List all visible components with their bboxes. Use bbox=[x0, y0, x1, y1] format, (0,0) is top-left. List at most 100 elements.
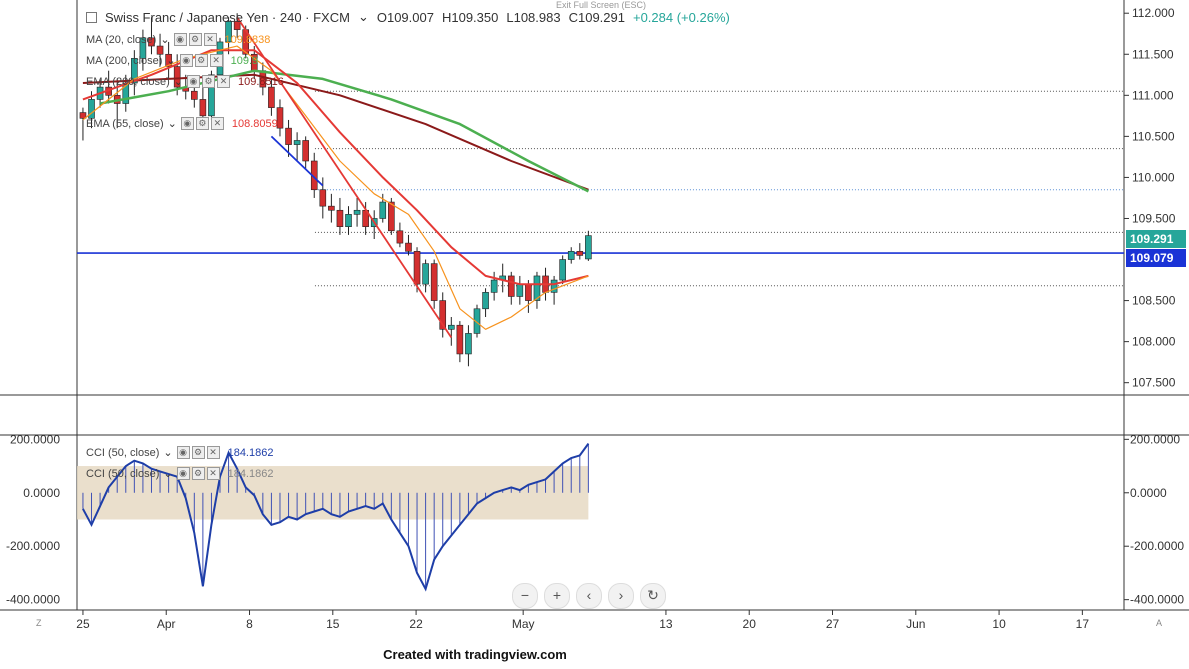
candle-body bbox=[353, 209, 361, 215]
legend-value: 109.8838 bbox=[224, 33, 271, 46]
candle-body bbox=[293, 140, 301, 145]
cci-legend-row[interactable]: CCI (50, close) ⌄ ◉ ⚙ ✕ 184.1862 bbox=[86, 442, 273, 463]
zoom-mode-toggle[interactable]: Z bbox=[36, 618, 42, 628]
candle-body bbox=[473, 308, 481, 334]
candle-body bbox=[550, 279, 558, 293]
chevron-down-icon[interactable]: ⌄ bbox=[173, 75, 183, 88]
legend-row-ma20[interactable]: MA (20, close) ⌄ ◉ ⚙ ✕ 109.8838 bbox=[86, 29, 284, 50]
cci-tick-label-left: -400.0000 bbox=[6, 593, 60, 607]
dropdown-chevron-icon[interactable]: ⌄ bbox=[357, 9, 369, 24]
candle-body bbox=[148, 37, 155, 47]
scroll-right-button[interactable]: › bbox=[608, 583, 634, 609]
trendline bbox=[236, 16, 453, 339]
candle-body bbox=[225, 21, 232, 43]
candle-body bbox=[165, 53, 172, 67]
gear-icon[interactable]: ⚙ bbox=[188, 33, 202, 46]
candle-body bbox=[79, 112, 87, 119]
reset-chart-button[interactable]: ↻ bbox=[640, 583, 666, 609]
gear-icon[interactable]: ⚙ bbox=[195, 117, 209, 130]
candle-body bbox=[173, 66, 181, 88]
scroll-left-button[interactable]: ‹ bbox=[576, 583, 602, 609]
legend-value: 184.1862 bbox=[227, 446, 274, 459]
price-tick-label: 107.500 bbox=[1132, 376, 1176, 390]
time-tick-label: 17 bbox=[1076, 617, 1090, 631]
gear-icon[interactable]: ⚙ bbox=[194, 54, 208, 67]
price-tick-label: 110.000 bbox=[1132, 170, 1175, 184]
close-icon[interactable]: ✕ bbox=[206, 467, 220, 480]
time-tick-label: 10 bbox=[992, 617, 1006, 631]
candle-body bbox=[268, 86, 275, 108]
time-tick-label: 25 bbox=[76, 617, 90, 631]
cci-tick-label: -400.0000 bbox=[1130, 593, 1184, 607]
chevron-down-icon[interactable]: ⌄ bbox=[166, 54, 176, 67]
symbol-label[interactable]: Swiss Franc / Japanese Yen · 240 · FXCM bbox=[105, 9, 350, 25]
legend-row-ma200[interactable]: MA (200, close) ⌄ ◉ ⚙ ✕ 109.9 bbox=[86, 50, 284, 71]
candle-body bbox=[302, 140, 309, 162]
candle-body bbox=[208, 74, 215, 117]
eye-icon[interactable]: ◉ bbox=[180, 117, 194, 130]
chevron-down-icon[interactable]: ⌄ bbox=[163, 467, 173, 480]
candle-body bbox=[405, 242, 412, 252]
cci-tick-label-left: -200.0000 bbox=[6, 539, 60, 553]
trendline bbox=[270, 135, 324, 187]
time-tick-label: 15 bbox=[326, 617, 340, 631]
price-tick-label: 110.500 bbox=[1132, 129, 1175, 143]
close-icon[interactable]: ✕ bbox=[209, 54, 223, 67]
legend-tools: ◉ ⚙ ✕ bbox=[179, 54, 223, 67]
eye-icon[interactable]: ◉ bbox=[176, 446, 190, 459]
close-icon[interactable]: ✕ bbox=[206, 446, 220, 459]
indicator-legend: MA (20, close) ⌄ ◉ ⚙ ✕ 109.8838 MA (200, c… bbox=[86, 29, 284, 134]
time-tick-label: Jun bbox=[906, 617, 925, 631]
legend-row-ema200[interactable]: EMA (200, close) ⌄ ◉ ⚙ ✕ 109.8516 bbox=[86, 71, 284, 92]
price-tick-label: 108.500 bbox=[1132, 294, 1176, 308]
exit-fullscreen-hint[interactable]: Exit Full Screen (ESC) bbox=[556, 0, 647, 10]
eye-icon[interactable]: ◉ bbox=[173, 33, 187, 46]
cci-legend-row[interactable]: CCI (50, close) ⌄ ◉ ⚙ ✕ 184.1862 bbox=[86, 463, 273, 484]
chevron-down-icon[interactable]: ⌄ bbox=[167, 117, 177, 130]
candle-body bbox=[233, 21, 241, 30]
gear-icon[interactable]: ⚙ bbox=[201, 75, 215, 88]
gear-icon[interactable]: ⚙ bbox=[191, 446, 205, 459]
candle-body bbox=[396, 230, 404, 244]
candle-body bbox=[516, 283, 524, 297]
legend-name: EMA (200, close) bbox=[86, 75, 170, 88]
candle-body bbox=[319, 189, 327, 207]
close-icon[interactable]: ✕ bbox=[210, 117, 224, 130]
candle-body bbox=[490, 279, 498, 293]
eye-icon[interactable]: ◉ bbox=[186, 75, 200, 88]
candle-body bbox=[379, 201, 387, 219]
chevron-down-icon[interactable]: ⌄ bbox=[163, 446, 173, 459]
cci-tick-label-left: 0.0000 bbox=[23, 486, 60, 500]
time-tick-label: 27 bbox=[826, 617, 840, 631]
zoom-out-button[interactable]: − bbox=[512, 583, 538, 609]
eye-icon[interactable]: ◉ bbox=[176, 467, 190, 480]
gear-icon[interactable]: ⚙ bbox=[191, 467, 205, 480]
legend-row-spacer bbox=[86, 92, 284, 113]
legend-name: EMA (55, close) bbox=[86, 117, 164, 130]
auto-scale-toggle[interactable]: A bbox=[1156, 618, 1163, 628]
chevron-down-icon[interactable]: ⌄ bbox=[160, 33, 170, 46]
candle-body bbox=[585, 235, 592, 260]
zoom-in-button[interactable]: + bbox=[544, 583, 570, 609]
candle-body bbox=[576, 251, 584, 256]
close-icon[interactable]: ✕ bbox=[203, 33, 217, 46]
eye-icon[interactable]: ◉ bbox=[179, 54, 193, 67]
candle-body bbox=[88, 99, 95, 119]
price-tick-label: 112.000 bbox=[1132, 6, 1175, 20]
cci-legend: CCI (50, close) ⌄ ◉ ⚙ ✕ 184.1862 CCI (50, … bbox=[86, 442, 273, 484]
cci-tick-label: 200.0000 bbox=[1130, 432, 1180, 446]
candle-body bbox=[456, 324, 464, 355]
close-icon[interactable]: ✕ bbox=[216, 75, 230, 88]
candle-body bbox=[559, 259, 566, 281]
cci-line bbox=[82, 443, 590, 592]
close-value: C109.291 bbox=[568, 9, 625, 25]
time-tick-label: 20 bbox=[743, 617, 757, 631]
legend-row-ema55[interactable]: EMA (55, close) ⌄ ◉ ⚙ ✕ 108.8059 bbox=[86, 113, 284, 134]
ema55-line bbox=[82, 49, 589, 286]
collapse-icon[interactable] bbox=[86, 11, 97, 23]
time-tick-label: 8 bbox=[246, 617, 253, 631]
legend-tools: ◉ ⚙ ✕ bbox=[180, 117, 224, 130]
chart-header: Swiss Franc / Japanese Yen · 240 · FXCM … bbox=[86, 9, 730, 25]
legend-name: MA (20, close) bbox=[86, 33, 157, 46]
